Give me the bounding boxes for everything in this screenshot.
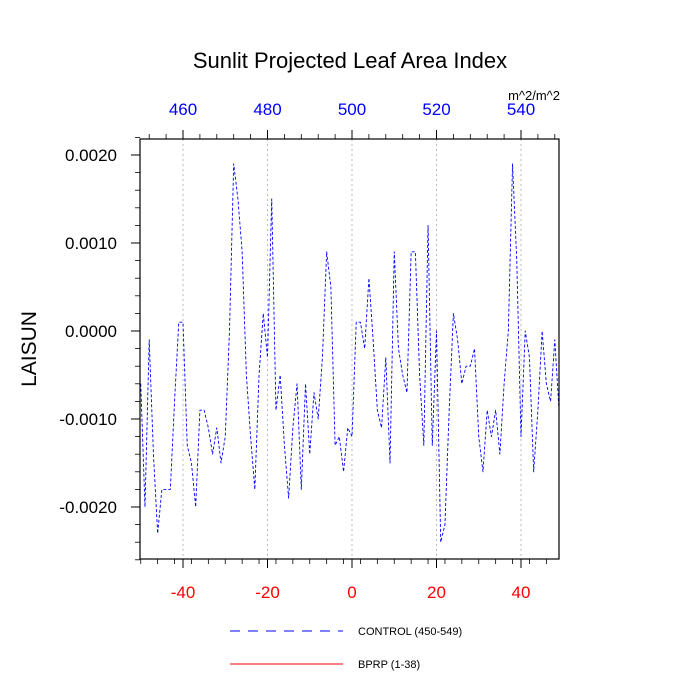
x-tick-label: -20 xyxy=(255,583,280,602)
y-tick-label: -0.0010 xyxy=(59,410,117,429)
chart-title: Sunlit Projected Leaf Area Index xyxy=(193,48,507,73)
x-tick-label: 20 xyxy=(427,583,446,602)
series-line-1 xyxy=(140,163,560,543)
grid-lines xyxy=(182,139,522,559)
top-tick-label: 460 xyxy=(169,100,197,119)
top-tick-label: 520 xyxy=(422,100,450,119)
y-tick-label: 0.0000 xyxy=(65,322,117,341)
x-tick-label: -40 xyxy=(171,583,196,602)
axis-ticks xyxy=(131,130,556,568)
legend-label-1: CONTROL (450-549) xyxy=(358,626,462,638)
legend-label-2: BPRP (1-38) xyxy=(358,659,420,671)
top-tick-label: 480 xyxy=(253,100,281,119)
plot-frame xyxy=(139,138,560,560)
y-axis-label: LAISUN xyxy=(18,311,41,387)
tick-labels: -40 -20 0 20 40 460 480 500 520 540 0.0020 0.0010 0.… xyxy=(59,100,535,602)
series-layer xyxy=(140,163,560,543)
top-tick-label: 540 xyxy=(507,100,535,119)
legend: CONTROL (450-549) BPRP (1-38) xyxy=(230,626,462,671)
units-label: m^2/m^2 xyxy=(508,88,560,103)
x-tick-label: 0 xyxy=(347,583,356,602)
y-tick-label: 0.0020 xyxy=(65,146,117,165)
top-tick-label: 500 xyxy=(338,100,366,119)
y-tick-label: -0.0020 xyxy=(59,498,117,517)
y-tick-label: 0.0010 xyxy=(65,234,117,253)
x-tick-label: 40 xyxy=(512,583,531,602)
